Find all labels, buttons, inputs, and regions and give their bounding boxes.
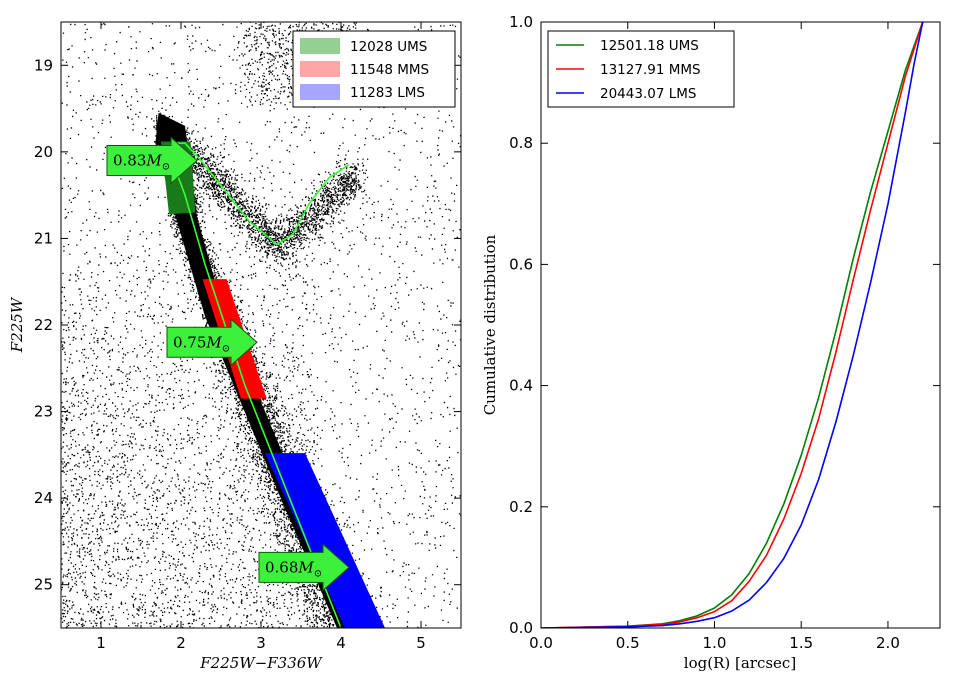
cmd-ytick-label: 19 <box>34 56 53 74</box>
cmd-xtick-label: 2 <box>176 634 186 652</box>
cmd-x-axis-label: F225W−F336W <box>199 654 323 672</box>
mass-arrow <box>258 543 350 592</box>
cmd-ytick-label: 23 <box>34 403 53 421</box>
mass-arrow-label: 0.75M⊙ <box>173 333 230 354</box>
legend-label-ums: 12028 UMS <box>350 39 427 55</box>
cmd-xtick-label: 3 <box>256 634 266 652</box>
cdf-xtick-label: 0.5 <box>616 634 640 652</box>
cdf-axes-frame <box>540 21 941 629</box>
mass-arrow-label: 0.83M⊙ <box>113 152 170 173</box>
legend-swatch-ums <box>300 38 340 54</box>
cdf-line-ums <box>541 22 924 628</box>
mass-arrow <box>166 318 258 367</box>
cdf-xtick-label: 2.0 <box>876 634 900 652</box>
cdf-ytick-label: 0.6 <box>509 255 533 273</box>
cdf-ytick-label: 1.0 <box>509 13 533 31</box>
cdf-ytick-label: 0.4 <box>509 377 533 395</box>
legend-label-lms-radius: 20443.07 LMS <box>600 86 696 102</box>
legend-swatch-lms <box>300 84 340 100</box>
cdf-line-lms <box>541 22 924 628</box>
legend-label-ums-radius: 12501.18 UMS <box>600 38 699 54</box>
cmd-y-axis-label: F225W <box>8 296 26 353</box>
cdf-x-axis-label: log(R) [arcsec] <box>684 654 796 672</box>
legend-label-mms: 11548 MMS <box>350 62 429 78</box>
cdf-xtick-label: 1.5 <box>789 634 813 652</box>
mass-arrows: 0.83M⊙ 0.75M⊙ 0.68M⊙ <box>106 136 350 592</box>
cdf-legend: 12501.18 UMS 13127.91 MMS 20443.07 LMS <box>547 30 735 108</box>
cmd-xtick-label: 4 <box>336 634 346 652</box>
cdf-ytick-label: 0.2 <box>509 498 533 516</box>
cdf-xtick-label: 1.0 <box>703 634 727 652</box>
cdf-ytick-label: 0.8 <box>509 134 533 152</box>
cmd-xtick-label: 5 <box>416 634 426 652</box>
mass-arrow <box>106 136 198 185</box>
cmd-ytick-label: 21 <box>34 229 53 247</box>
cdf-y-axis-label: Cumulative distribution <box>481 234 499 415</box>
cdf-ytick-label: 0.0 <box>509 619 533 637</box>
cmd-ytick-label: 24 <box>34 489 53 507</box>
mass-arrow-label: 0.68M⊙ <box>265 558 322 579</box>
cmd-xtick-label: 1 <box>96 634 106 652</box>
legend-label-lms: 11283 LMS <box>350 85 425 101</box>
cdf-panel: 0.0 0.5 1.0 1.5 2.0 0.0 0.2 0.4 0.6 0.8 1.0 log(R)… <box>481 13 941 672</box>
legend-swatch-mms <box>300 61 340 77</box>
cmd-ytick-label: 22 <box>34 316 53 334</box>
cmd-legend: 12028 UMS 11548 MMS 11283 LMS <box>292 30 456 108</box>
legend-label-mms-radius: 13127.91 MMS <box>600 62 701 78</box>
cmd-ytick-label: 20 <box>34 143 53 161</box>
cdf-plot-area <box>541 22 924 628</box>
selection-box-lms <box>265 453 385 628</box>
cmd-ytick-label: 25 <box>34 576 53 594</box>
cdf-xtick-label: 0.0 <box>529 634 553 652</box>
cdf-ticks: 0.0 0.5 1.0 1.5 2.0 0.0 0.2 0.4 0.6 0.8 1.0 <box>509 13 940 652</box>
cdf-line-mms <box>541 22 924 628</box>
